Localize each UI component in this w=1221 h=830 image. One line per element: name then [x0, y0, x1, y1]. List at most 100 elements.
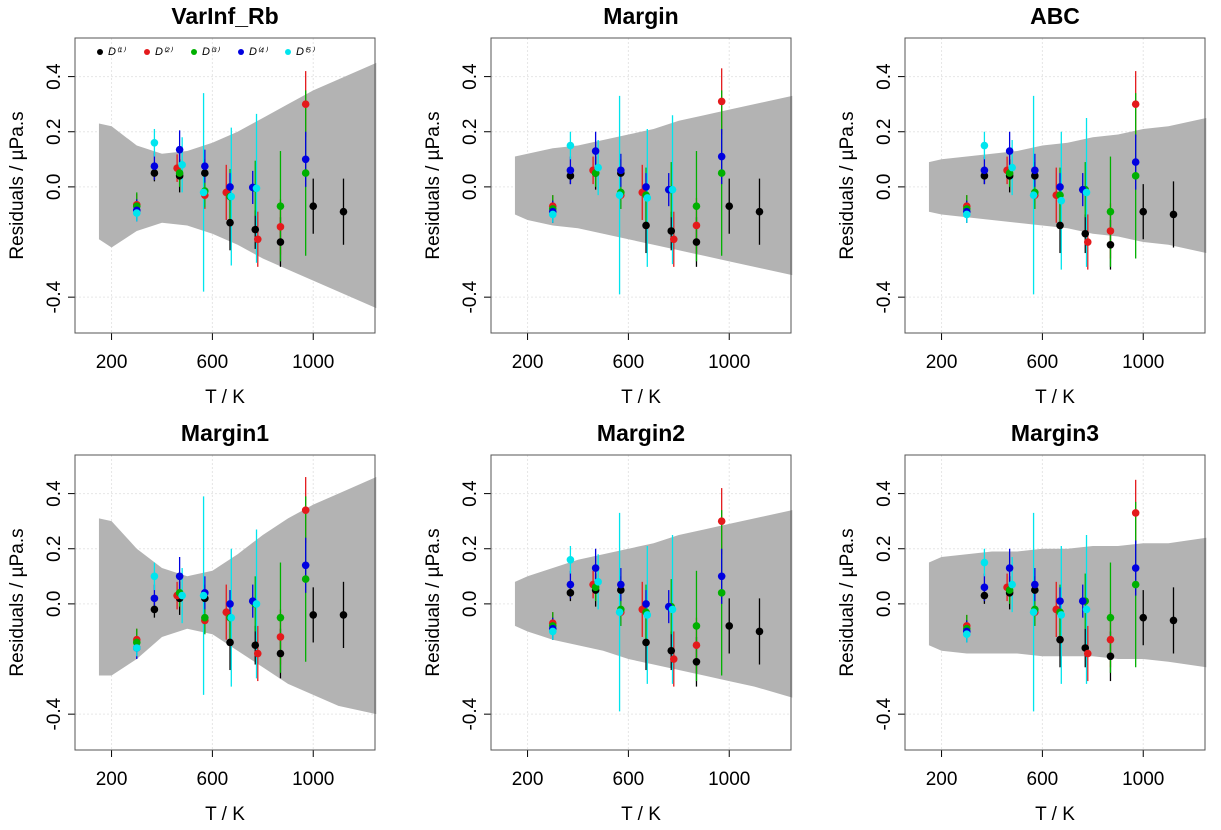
point	[615, 191, 624, 199]
point	[1029, 608, 1038, 616]
point	[150, 605, 159, 614]
point	[692, 641, 701, 650]
point	[222, 608, 231, 616]
point	[566, 580, 575, 589]
point	[692, 221, 701, 230]
point	[339, 611, 348, 619]
point	[566, 589, 575, 597]
point	[1057, 196, 1066, 205]
x-tick-label: 200	[926, 352, 958, 373]
point	[276, 633, 285, 641]
point	[1106, 240, 1115, 249]
point	[667, 227, 676, 235]
point	[1131, 564, 1140, 572]
x-tick-label: 600	[613, 769, 645, 790]
panel: Margin T / K Residuals / µPa.s 200 600 1000 -0…	[423, 3, 793, 408]
x-tick-label: 1000	[708, 769, 750, 790]
point	[1106, 613, 1115, 622]
point	[1082, 188, 1091, 197]
point	[717, 152, 726, 161]
x-tick-label: 200	[926, 769, 958, 790]
x-axis-label: T / K	[205, 387, 245, 408]
point	[591, 147, 600, 155]
y-tick-label: 0.0	[874, 591, 895, 617]
x-tick-label: 600	[197, 352, 229, 373]
point	[132, 644, 141, 652]
point	[175, 572, 184, 581]
point	[617, 586, 625, 594]
point	[591, 564, 600, 572]
uncertainty-band	[514, 510, 793, 698]
chart-title: Margin3	[1011, 420, 1099, 446]
point	[667, 646, 676, 655]
uncertainty-band	[928, 537, 1207, 668]
point	[725, 622, 734, 630]
y-tick-label: 0.2	[44, 119, 65, 145]
point	[594, 163, 602, 172]
point	[301, 100, 310, 108]
point	[227, 613, 236, 622]
point	[1131, 100, 1140, 108]
point	[980, 583, 989, 592]
point	[717, 97, 726, 106]
y-tick-label: -0.4	[44, 697, 65, 730]
y-tick-label: 0.4	[460, 480, 481, 507]
x-tick-label: 600	[1027, 352, 1059, 373]
y-tick-label: 0.0	[874, 174, 895, 200]
y-tick-label: 0.4	[874, 480, 895, 507]
point	[617, 580, 625, 589]
point	[962, 630, 971, 639]
panel: Margin3 T / K Residuals / µPa.s 200 600 1000 -…	[837, 420, 1207, 825]
point	[1139, 207, 1148, 216]
plot-frame	[904, 37, 1206, 334]
plot-frame	[904, 454, 1206, 751]
point	[226, 638, 234, 647]
point	[692, 202, 701, 210]
x-axis-label: T / K	[1035, 804, 1075, 825]
point	[755, 627, 764, 636]
uncertainty-band	[514, 95, 793, 276]
point	[717, 589, 726, 597]
point	[1131, 509, 1140, 517]
point	[668, 605, 677, 614]
x-tick-label: 600	[613, 352, 645, 373]
point	[717, 517, 726, 525]
panel: VarInf_Rb T / K Residuals / µPa.s 200 600 100…	[7, 3, 377, 408]
point	[642, 183, 650, 191]
point	[566, 172, 575, 180]
y-tick-label: 0.2	[874, 536, 895, 562]
point	[1056, 635, 1064, 644]
y-axis-label: Residuals / µPa.s	[837, 528, 858, 676]
point	[692, 622, 701, 630]
point	[276, 238, 285, 246]
plot-frame	[490, 37, 792, 334]
x-tick-label: 200	[96, 352, 128, 373]
legend-label: D⁽¹⁾	[108, 46, 126, 58]
legend-marker	[144, 49, 150, 55]
legend-marker	[238, 49, 244, 55]
y-tick-label: 0.0	[460, 174, 481, 200]
x-tick-label: 1000	[292, 352, 334, 373]
point	[150, 169, 159, 177]
y-tick-label: 0.2	[44, 536, 65, 562]
point	[276, 202, 285, 210]
legend-label: D⁽⁴⁾	[249, 46, 268, 58]
point	[276, 223, 285, 231]
x-tick-label: 1000	[1122, 769, 1164, 790]
y-tick-label: 0.4	[44, 63, 65, 90]
point	[668, 185, 677, 194]
x-tick-label: 600	[1027, 769, 1059, 790]
point	[1056, 183, 1064, 191]
panel: Margin1 T / K Residuals / µPa.s 200 600 1000 -…	[7, 420, 377, 825]
panel: Margin2 T / K Residuals / µPa.s 200 600 1000 -…	[423, 420, 793, 825]
y-tick-label: 0.4	[460, 63, 481, 90]
point	[1131, 158, 1140, 166]
point	[199, 188, 208, 197]
point	[548, 627, 557, 636]
point	[717, 572, 726, 581]
x-tick-label: 1000	[1122, 352, 1164, 373]
point	[253, 649, 262, 658]
point	[1106, 227, 1115, 235]
point	[1056, 221, 1064, 230]
point	[252, 184, 261, 193]
